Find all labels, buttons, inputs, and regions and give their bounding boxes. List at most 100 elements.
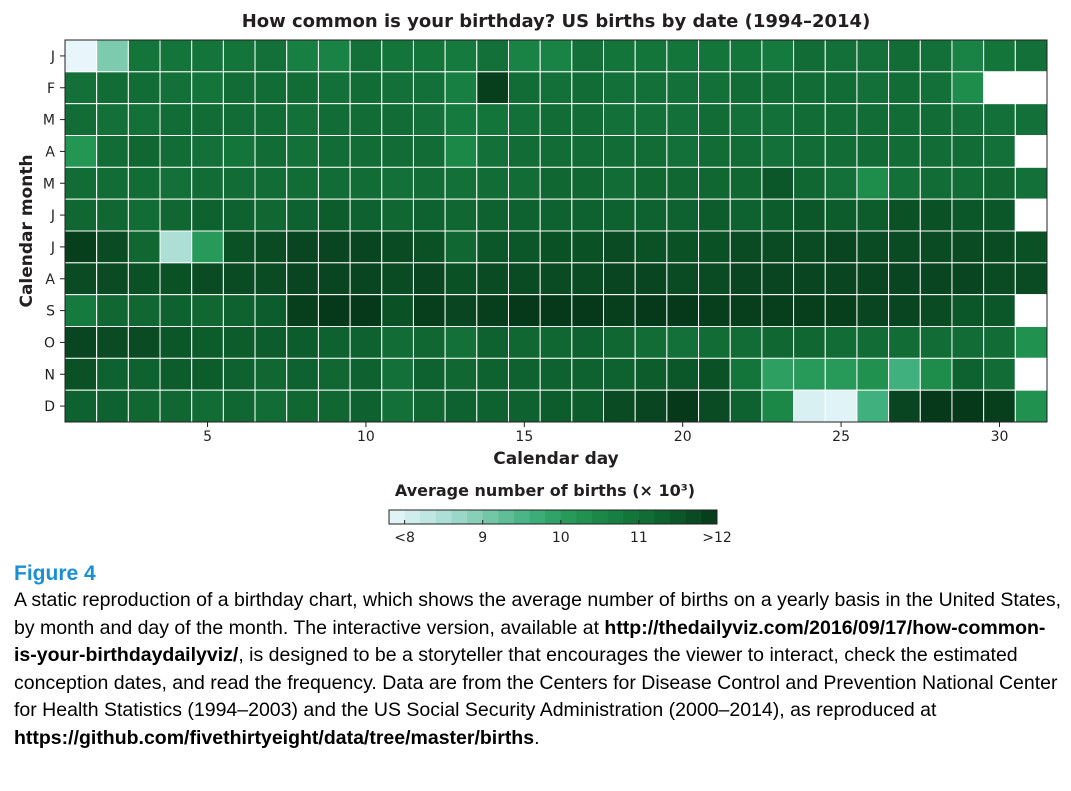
y-tick-label: M: [43, 113, 55, 129]
heatmap-cell: [159, 71, 193, 105]
colorbar-swatch: [482, 510, 499, 524]
heatmap-cell: [317, 103, 351, 136]
heatmap-cell: [127, 389, 161, 423]
heatmap-cell: [983, 326, 1016, 359]
heatmap-cell: [476, 230, 509, 264]
heatmap-cell: [127, 326, 161, 359]
heatmap-cell: [888, 103, 921, 136]
colorbar-swatch: [513, 510, 531, 524]
heatmap-cell: [381, 230, 414, 264]
heatmap-cell: [824, 71, 858, 105]
heatmap-cell: [729, 262, 763, 296]
heatmap-cell: [381, 166, 414, 200]
heatmap-cell: [539, 326, 573, 359]
heatmap-cell: [793, 326, 826, 359]
heatmap-cell: [761, 389, 795, 423]
heatmap-cell: [666, 103, 700, 136]
heatmap-cell: [666, 294, 700, 328]
heatmap-cell: [476, 389, 509, 423]
heatmap-cell: [159, 166, 193, 200]
heatmap-cell: [64, 103, 98, 136]
heatmap-cell: [951, 357, 985, 391]
heatmap-cell: [507, 39, 541, 73]
heatmap-cell: [412, 166, 446, 200]
colorbar-swatch: [623, 510, 640, 524]
heatmap-cell: [571, 39, 605, 73]
heatmap-cell: [96, 166, 129, 200]
heatmap-cell: [571, 326, 605, 359]
heatmap-cell: [603, 198, 636, 232]
heatmap-cell: [64, 39, 98, 73]
heatmap-cell: [96, 326, 129, 359]
heatmap-cell: [222, 230, 256, 264]
heatmap-cell: [381, 389, 414, 423]
heatmap-cell: [634, 71, 668, 105]
heatmap-cell: [412, 135, 446, 168]
heatmap-cell: [381, 103, 414, 136]
colorbar-swatch: [435, 510, 452, 524]
heatmap-cell: [824, 294, 858, 328]
heatmap-cell: [507, 71, 541, 105]
heatmap-cell: [1014, 262, 1048, 296]
heatmap-cell: [317, 71, 351, 105]
colorbar-title: Average number of births (× 10³): [395, 481, 695, 500]
heatmap-cell: [444, 357, 478, 391]
heatmap-cell: [571, 357, 605, 391]
heatmap-cell: [856, 294, 890, 328]
heatmap-cell: [254, 135, 288, 168]
colorbar-swatch: [545, 510, 562, 524]
x-axis-ticks: 5 10 15 20 25 30: [203, 422, 1008, 445]
heatmap-cell: [793, 39, 826, 73]
heatmap-cell: [698, 103, 731, 136]
heatmap-cell: [603, 389, 636, 423]
heatmap-cell: [159, 262, 193, 296]
chart-title: How common is your birthday? US births b…: [242, 11, 871, 32]
heatmap-cell: [729, 166, 763, 200]
heatmap-cell: [317, 135, 351, 168]
heatmap-cell: [856, 71, 890, 105]
heatmap-cell: [634, 326, 668, 359]
caption-text: A static reproduction of a birthday char…: [14, 587, 1064, 753]
heatmap-cell: [127, 198, 161, 232]
heatmap-cell: [919, 103, 953, 136]
heatmap-cell: [856, 198, 890, 232]
heatmap-cell: [507, 357, 541, 391]
heatmap-cell: [603, 135, 636, 168]
heatmap-cell: [983, 357, 1016, 391]
heatmap-cell: [824, 166, 858, 200]
x-tick-label: 5: [203, 429, 212, 445]
heatmap-cell: [444, 326, 478, 359]
heatmap-cell: [64, 389, 98, 423]
colorbar-swatch: [404, 510, 421, 524]
heatmap-cell: [1014, 230, 1048, 264]
heatmap-cell: [254, 389, 288, 423]
colorbar-swatch: [607, 510, 624, 524]
heatmap-cell: [983, 230, 1016, 264]
heatmap-cell: [64, 166, 98, 200]
heatmap-cell: [856, 262, 890, 296]
caption-link-1: http://thedailyviz.com/2016/09/17/how-co…: [14, 616, 1046, 667]
heatmap-cell: [634, 389, 668, 423]
heatmap-cell: [666, 326, 700, 359]
heatmap-cell: [698, 230, 731, 264]
heatmap-cell: [286, 198, 319, 232]
heatmap-cell: [539, 103, 573, 136]
heatmap-cell: [571, 230, 605, 264]
heatmap-cell: [603, 294, 636, 328]
heatmap-cell: [571, 389, 605, 423]
heatmap-cell: [634, 262, 668, 296]
y-tick-label: S: [46, 304, 55, 320]
heatmap-cell: [634, 230, 668, 264]
colorbar-swatch: [498, 510, 515, 524]
heatmap-cell: [793, 71, 826, 105]
y-tick-label: D: [44, 399, 55, 415]
heatmap-cell: [64, 262, 98, 296]
heatmap-cell: [919, 230, 953, 264]
heatmap-cell: [571, 198, 605, 232]
heatmap-cell: [286, 389, 319, 423]
heatmap-cell: [317, 294, 351, 328]
heatmap-cell: [571, 166, 605, 200]
heatmap-cell: [539, 357, 573, 391]
heatmap-cell: [888, 71, 921, 105]
